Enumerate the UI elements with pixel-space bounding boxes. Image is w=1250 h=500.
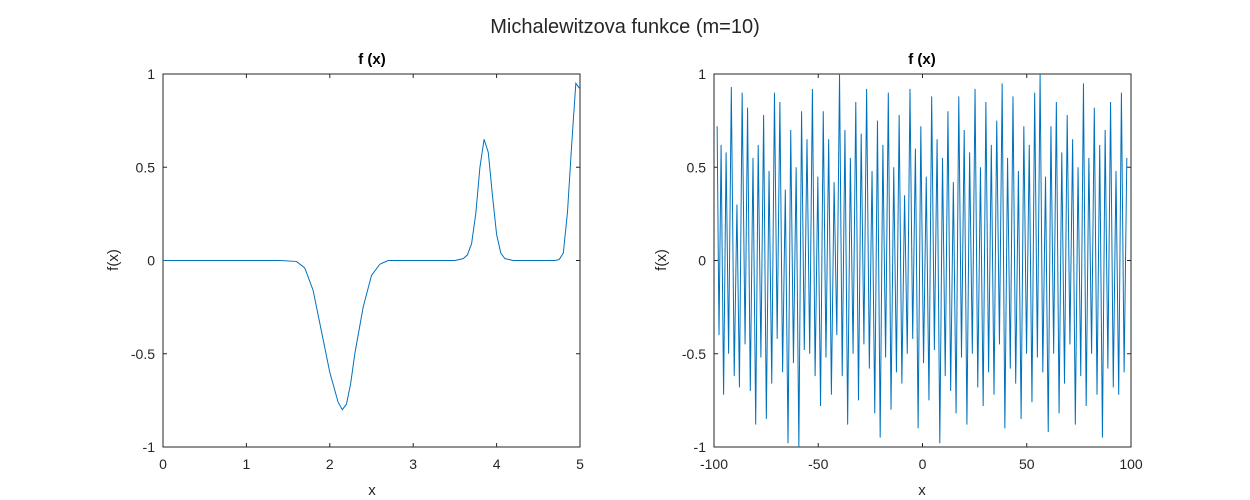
left-y-tick-label: -1 [143,439,156,455]
left-x-tick-label: 4 [493,456,501,472]
right-x-tick-label: -50 [808,456,828,472]
right-y-tick-label: -1 [694,439,707,455]
left-axes: f (x) 0 1 2 3 4 5 -1 -0.5 0 0.5 1 x f(x) [105,51,584,499]
left-y-tick-label: 1 [147,66,155,82]
left-series-line [163,81,581,411]
right-series-line [716,73,1128,448]
left-x-tick-label: 3 [409,456,417,472]
right-x-axis-label: x [918,482,926,499]
right-x-tick-label: 0 [919,456,927,472]
left-y-tick-label: -0.5 [131,346,155,362]
left-y-tick-label: 0.5 [136,159,156,175]
right-axes: f (x) -100 -50 0 50 100 -1 -0.5 0 0.5 1 x f(x) [653,51,1143,499]
left-x-tick-label: 2 [326,456,334,472]
right-x-tick-label: -100 [700,456,728,472]
right-y-tick-label: -0.5 [682,346,706,362]
left-ticks: 0 1 2 3 4 5 -1 -0.5 0 0.5 1 [131,66,584,472]
right-x-tick-label: 50 [1019,456,1035,472]
right-x-tick-label: 100 [1119,456,1143,472]
left-x-tick-label: 5 [576,456,584,472]
left-x-axis-label: x [368,482,376,499]
right-axes-title: f (x) [908,51,936,68]
left-x-tick-label: 0 [159,456,167,472]
right-y-tick-label: 0.5 [687,159,707,175]
left-y-tick-label: 0 [147,253,155,269]
figure-title: Michalewitzova funkce (m=10) [490,16,760,38]
right-y-axis-label: f(x) [653,249,670,271]
left-x-tick-label: 1 [243,456,251,472]
right-y-tick-label: 0 [698,253,706,269]
right-y-tick-label: 1 [698,66,706,82]
left-axes-title: f (x) [358,51,386,68]
right-ticks: -100 -50 0 50 100 -1 -0.5 0 0.5 1 [682,66,1143,472]
left-y-axis-label: f(x) [105,249,122,271]
